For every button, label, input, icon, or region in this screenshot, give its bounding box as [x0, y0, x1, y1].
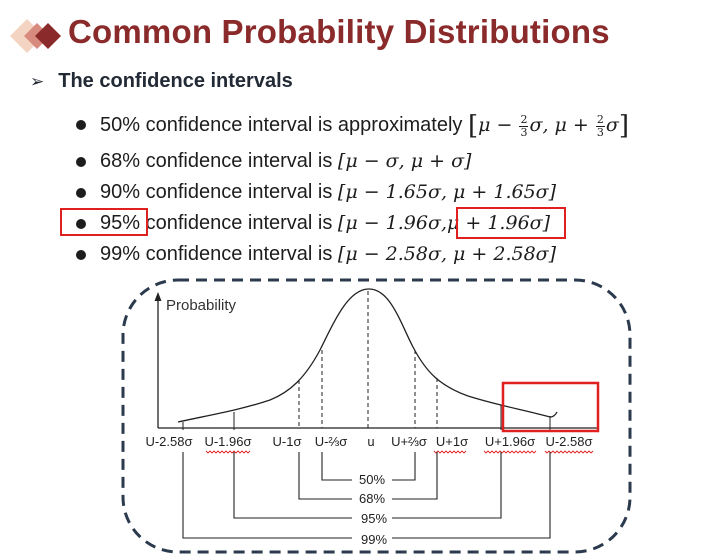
list-item: 99% confidence interval is [μ − 2.58σ, μ…	[76, 239, 629, 270]
list-item: 90% confidence interval is [μ − 1.65σ, μ…	[76, 177, 629, 208]
list-item: 95% confidence interval is [μ − 1.96σ,μ …	[76, 208, 629, 239]
bullet-text: confidence interval is	[140, 212, 338, 234]
subheading: ➢ The confidence intervals	[30, 70, 293, 93]
tick-label: U-1.96σ	[204, 434, 251, 449]
y-axis-arrow-icon	[154, 292, 162, 301]
bullet-dot-icon	[76, 120, 86, 130]
formula-68: [μ − σ, μ + σ]	[337, 150, 472, 172]
subheading-text: The confidence intervals	[58, 70, 293, 92]
formula-95-lower: [μ − 1.96σ,	[337, 212, 447, 234]
formula-99: [μ − 2.58σ, μ + 2.58σ]	[337, 243, 557, 265]
bullet-text: 68% confidence interval is	[100, 150, 338, 172]
tick-label: U-1σ	[273, 434, 302, 449]
interval-label-68: 68%	[359, 491, 385, 506]
distribution-curve	[177, 288, 558, 423]
bullet-dot-icon	[76, 157, 86, 167]
highlight-box-right-tail	[501, 381, 600, 433]
bracket-68	[298, 452, 438, 500]
bullet-text: 50% confidence interval is approximately	[100, 114, 468, 136]
formula-90: [μ − 1.65σ, μ + 1.65σ]	[337, 181, 557, 203]
spellcheck-squiggle	[544, 450, 594, 454]
dashed-frame	[121, 278, 632, 554]
spellcheck-squiggle	[483, 450, 537, 454]
tick-label: U-2.58σ	[145, 434, 192, 449]
slide-title: Common Probability Distributions	[68, 13, 610, 50]
list-item: 50% confidence interval is approximately…	[76, 104, 629, 146]
tick-label: U+1.96σ	[485, 434, 535, 449]
spellcheck-squiggle	[433, 450, 467, 454]
tick-label: U+⅔σ	[391, 434, 427, 449]
spellcheck-squiggle	[205, 450, 251, 454]
formula-95-upper: μ + 1.96σ]	[447, 212, 551, 234]
bullet-dot-icon	[76, 188, 86, 198]
highlight-box-95-percent	[60, 208, 148, 236]
interval-label-95: 95%	[361, 511, 387, 526]
bullet-dot-icon	[76, 219, 86, 229]
tick-label: u	[367, 434, 374, 449]
interval-label-99: 99%	[361, 532, 387, 547]
bracket-99	[182, 452, 551, 539]
y-axis-label: Probability	[166, 297, 237, 314]
tick-label: U-2.58σ	[545, 434, 592, 449]
bullet-text: 90% confidence interval is	[100, 181, 338, 203]
bullet-text-95: 95%	[100, 212, 141, 234]
list-item: 68% confidence interval is [μ − σ, μ + σ…	[76, 146, 629, 177]
arrow-bullet-icon: ➢	[30, 72, 45, 91]
formula-50: [μ − 2 3 σ, μ + 2 3 σ]	[467, 111, 630, 141]
tick-label: U-⅔σ	[315, 434, 348, 449]
tick-label: U+1σ	[436, 434, 468, 449]
bracket-95	[233, 452, 502, 519]
interval-label-50: 50%	[359, 472, 385, 487]
bullet-list: 50% confidence interval is approximately…	[76, 104, 629, 270]
logo-diamonds-icon	[10, 19, 61, 53]
bullet-dot-icon	[76, 250, 86, 260]
highlight-box-upper-bound	[456, 207, 566, 239]
bullet-text: 99% confidence interval is	[100, 243, 338, 265]
bracket-50	[321, 452, 416, 481]
